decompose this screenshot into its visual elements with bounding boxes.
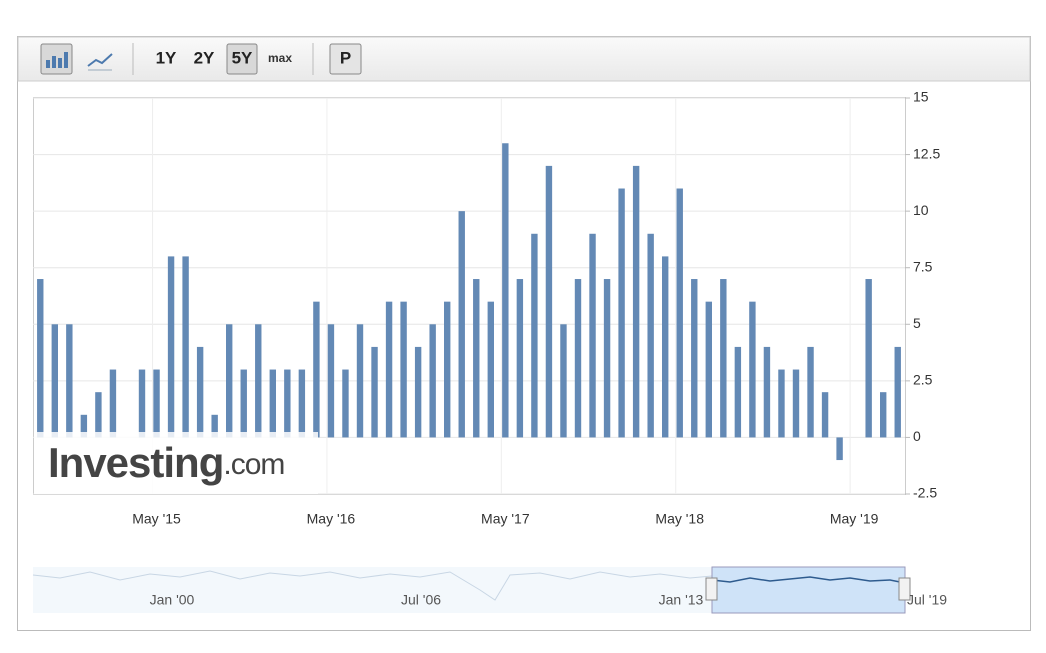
- bar: [821, 392, 829, 438]
- bar: [894, 346, 901, 438]
- watermark-bg: [34, 432, 318, 494]
- bar: [589, 233, 596, 438]
- y-tick-label: -2.5: [913, 485, 937, 501]
- bar: [676, 188, 683, 438]
- watermark-suffix: .com: [223, 448, 284, 481]
- range-button[interactable]: 1Y: [156, 48, 177, 67]
- bar: [269, 369, 276, 438]
- x-tick-label: May '17: [481, 511, 530, 527]
- bar: [458, 211, 465, 438]
- toolbar: [17, 36, 1031, 82]
- bar: [95, 392, 102, 438]
- bar: [342, 369, 349, 438]
- navigator-selection[interactable]: [711, 566, 906, 614]
- range-button[interactable]: 2Y: [194, 48, 215, 67]
- bar: [763, 346, 771, 438]
- range-button[interactable]: 5Y: [232, 48, 253, 67]
- navigator-label: Jul '06: [401, 592, 441, 608]
- bar: [400, 301, 407, 438]
- y-tick-label: 7.5: [913, 258, 933, 274]
- bar: [560, 324, 567, 438]
- bar: [414, 346, 422, 438]
- bar: [153, 369, 160, 438]
- bar: [662, 256, 669, 438]
- bar: [778, 369, 785, 438]
- bar: [313, 301, 320, 438]
- x-tick-label: May '15: [132, 511, 181, 527]
- navigator-handle[interactable]: [898, 577, 911, 601]
- bar: [516, 279, 524, 438]
- bar: [240, 369, 247, 438]
- watermark-brand: Investing: [48, 439, 223, 486]
- bar: [632, 165, 640, 438]
- bar: [182, 256, 189, 438]
- bar: [66, 324, 73, 438]
- bar: [138, 369, 146, 438]
- bar: [211, 414, 218, 438]
- bar: [284, 369, 291, 438]
- bar: [444, 301, 451, 438]
- y-tick-label: 2.5: [913, 372, 933, 388]
- navigator-label: Jan '00: [150, 592, 195, 608]
- bar: [196, 346, 204, 438]
- p-button-label: P: [340, 48, 351, 67]
- bar: [545, 165, 553, 438]
- bar: [473, 279, 480, 438]
- bar: [880, 392, 887, 438]
- bar: [109, 369, 117, 438]
- bar: [51, 324, 58, 438]
- x-tick-label: May '18: [655, 511, 704, 527]
- bar: [618, 188, 625, 438]
- bar: [691, 279, 698, 438]
- bar: [80, 414, 88, 438]
- navigator-label: Jul '19: [907, 592, 947, 608]
- bar: [167, 256, 175, 438]
- bar-icon: [46, 52, 68, 68]
- bar: [356, 324, 364, 438]
- navigator-selected-line: [711, 576, 906, 584]
- bar: [792, 369, 800, 438]
- bar: [574, 279, 582, 438]
- bar: [502, 143, 509, 438]
- line-chart-button[interactable]: [87, 53, 113, 67]
- bar: [37, 279, 44, 438]
- bar: [531, 233, 538, 438]
- y-tick-label: 5: [913, 315, 921, 331]
- navigator-label: Jan '13: [659, 592, 704, 608]
- bar: [255, 324, 262, 438]
- watermark: Investing.com: [48, 439, 284, 486]
- range-button[interactable]: max: [268, 51, 292, 65]
- p-button[interactable]: [329, 43, 362, 75]
- bar: [385, 301, 393, 438]
- bar: [371, 346, 378, 438]
- bar: [734, 346, 742, 438]
- bar: [429, 324, 436, 438]
- x-tick-label: May '16: [307, 511, 356, 527]
- bar: [836, 437, 843, 461]
- navigator-handle[interactable]: [705, 577, 718, 601]
- y-tick-label: 15: [913, 89, 929, 105]
- range-selected[interactable]: [226, 43, 258, 75]
- y-tick-label: 12.5: [913, 145, 940, 161]
- bar: [647, 233, 654, 438]
- bar: [603, 279, 611, 438]
- bar: [327, 324, 335, 438]
- y-tick-label: 0: [913, 428, 921, 444]
- bar: [865, 279, 872, 438]
- bar: [705, 301, 712, 438]
- x-tick-label: May '19: [830, 511, 879, 527]
- bar: [749, 301, 756, 438]
- bar: [720, 279, 727, 438]
- bar: [298, 369, 306, 438]
- y-tick-label: 10: [913, 202, 929, 218]
- navigator-line: [32, 570, 713, 601]
- bar: [807, 346, 814, 438]
- bar: [487, 301, 494, 438]
- bar: [226, 324, 233, 438]
